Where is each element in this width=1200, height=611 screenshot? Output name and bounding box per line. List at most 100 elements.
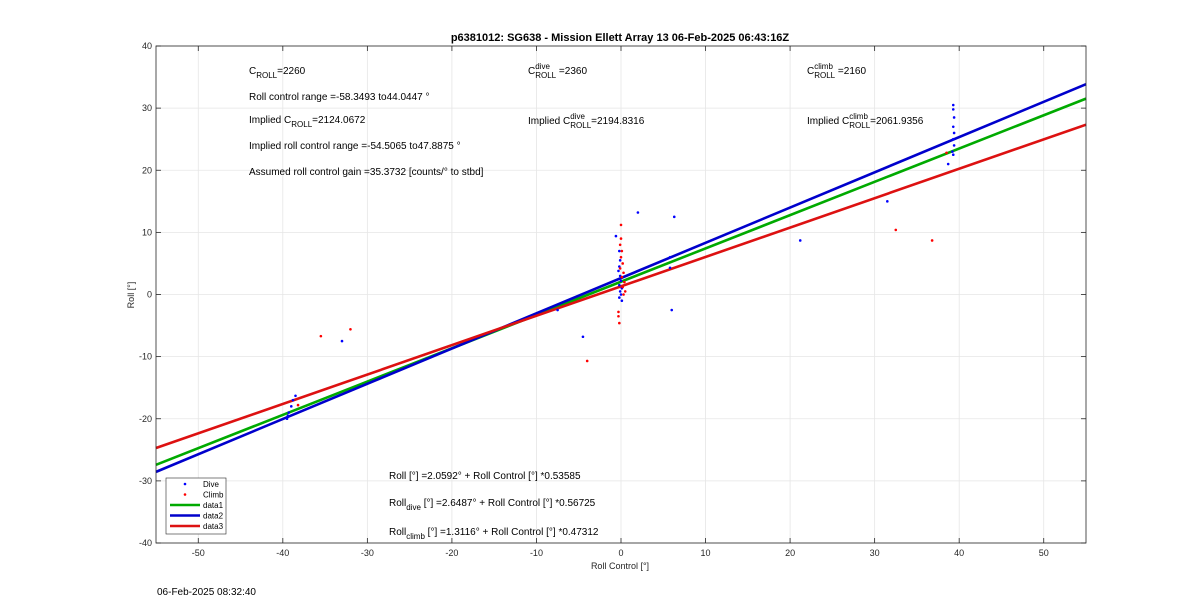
dive-point	[886, 200, 889, 203]
climb-point	[621, 285, 624, 289]
climb-point	[623, 280, 626, 284]
y-tick-label: 0	[147, 290, 152, 300]
c-roll-dive-label: Cdive ROLL =2360	[528, 62, 587, 80]
implied-c-roll-dive-label: Implied Cdive ROLL=2194.8316	[528, 112, 645, 130]
dive-point	[286, 414, 290, 417]
data-points	[285, 103, 956, 421]
climb-point	[619, 237, 623, 240]
c-roll-label: CROLL=2260	[249, 66, 306, 80]
dive-point	[340, 339, 344, 343]
dive-point	[619, 293, 623, 296]
dive-point	[581, 335, 585, 339]
x-tick-label: -50	[192, 548, 205, 558]
y-tick-label: 40	[142, 41, 152, 51]
x-tick-label: -10	[530, 548, 543, 558]
x-tick-label: 50	[1039, 548, 1049, 558]
dive-point	[620, 299, 624, 303]
climb-point	[617, 310, 620, 314]
dive-point	[556, 308, 559, 312]
climb-point	[585, 359, 589, 363]
dive-point	[670, 308, 674, 312]
tick-labels: -50 -40 -30 -20 -10 0 10 20 30 40 50 -40 -30 -20 -10 0 1…	[139, 41, 1086, 558]
climb-point	[619, 255, 623, 259]
x-tick-label: 0	[618, 548, 623, 558]
roll-equation-all: Roll [°] =2.0592° + Roll Control [°] *0.…	[389, 471, 581, 482]
climb-point	[894, 228, 898, 232]
dive-point	[617, 269, 620, 273]
y-tick-label: 30	[142, 103, 152, 113]
dive-point	[618, 290, 622, 293]
climb-point	[618, 321, 621, 325]
dive-point	[946, 162, 950, 166]
climb-point	[930, 239, 934, 242]
dive-point	[291, 398, 295, 402]
chart-title: p6381012: SG638 - Mission Ellett Array 1…	[451, 32, 790, 44]
climb-point	[617, 314, 620, 318]
dive-point	[672, 215, 676, 219]
dive-point	[668, 255, 672, 259]
legend-label: Climb	[203, 491, 224, 500]
dive-point	[798, 239, 802, 242]
implied-c-roll-label: Implied CROLL=2124.0672	[249, 115, 366, 129]
annotations: CROLL=2260 Roll control range =-58.3493 t…	[249, 62, 924, 541]
x-tick-label: -40	[276, 548, 289, 558]
dive-point	[951, 125, 955, 129]
dive-point	[636, 211, 640, 214]
dive-point	[618, 249, 621, 253]
dive-point	[952, 144, 956, 147]
legend-label: data3	[203, 522, 224, 531]
dive-point	[614, 234, 618, 238]
climb-point	[618, 243, 622, 247]
legend-marker-dive	[183, 482, 187, 486]
climb-point	[319, 334, 323, 338]
dive-point	[951, 103, 955, 107]
y-tick-label: -40	[139, 538, 152, 548]
dive-point	[294, 394, 297, 398]
climb-point	[619, 223, 623, 227]
c-roll-climb-label: Cclimb ROLL =2160	[807, 62, 866, 80]
climb-point	[945, 151, 948, 155]
roll-control-gain-label: Assumed roll control gain =35.3732 [coun…	[249, 167, 484, 178]
climb-point	[620, 249, 624, 253]
climb-point	[622, 271, 625, 275]
y-tick-label: 20	[142, 165, 152, 175]
dive-point	[287, 411, 291, 414]
y-tick-label: -30	[139, 476, 152, 486]
dive-point	[668, 266, 672, 270]
dive-point	[952, 116, 956, 119]
climb-point	[296, 403, 300, 407]
y-tick-label: 10	[142, 227, 152, 237]
dive-point	[289, 405, 293, 408]
dive-point	[951, 153, 955, 157]
dive-point	[951, 108, 955, 111]
roll-control-range-label: Roll control range =-58.3493 to44.0447 °	[249, 92, 430, 103]
climb-point	[349, 327, 352, 331]
x-tick-label: -20	[445, 548, 458, 558]
climb-point	[618, 267, 622, 270]
legend-marker-climb	[183, 493, 187, 496]
legend-label: data1	[203, 501, 224, 510]
y-axis-label: Roll [°]	[126, 282, 136, 309]
dive-point	[618, 296, 621, 299]
climb-point	[622, 293, 625, 296]
implied-roll-control-range-label: Implied roll control range =-54.5065 to4…	[249, 141, 461, 152]
roll-equation-climb: Rollclimb [°] =1.3116° + Roll Control [°…	[389, 527, 599, 541]
dive-point	[618, 259, 622, 262]
dive-point	[952, 131, 956, 135]
fit-line-data3	[155, 123, 1087, 450]
x-tick-label: 30	[870, 548, 880, 558]
y-tick-label: -20	[139, 414, 152, 424]
x-tick-label: 40	[954, 548, 964, 558]
roll-equation-dive: Rolldive [°] =2.6487° + Roll Control [°]…	[389, 498, 596, 512]
dive-point	[951, 150, 954, 153]
x-axis-label: Roll Control [°]	[591, 561, 649, 571]
x-tick-label: 20	[785, 548, 795, 558]
dive-point	[619, 279, 623, 283]
climb-point	[621, 262, 624, 265]
y-tick-label: -10	[139, 352, 152, 362]
x-tick-label: 10	[701, 548, 711, 558]
x-tick-label: -30	[361, 548, 374, 558]
climb-point	[620, 275, 624, 279]
